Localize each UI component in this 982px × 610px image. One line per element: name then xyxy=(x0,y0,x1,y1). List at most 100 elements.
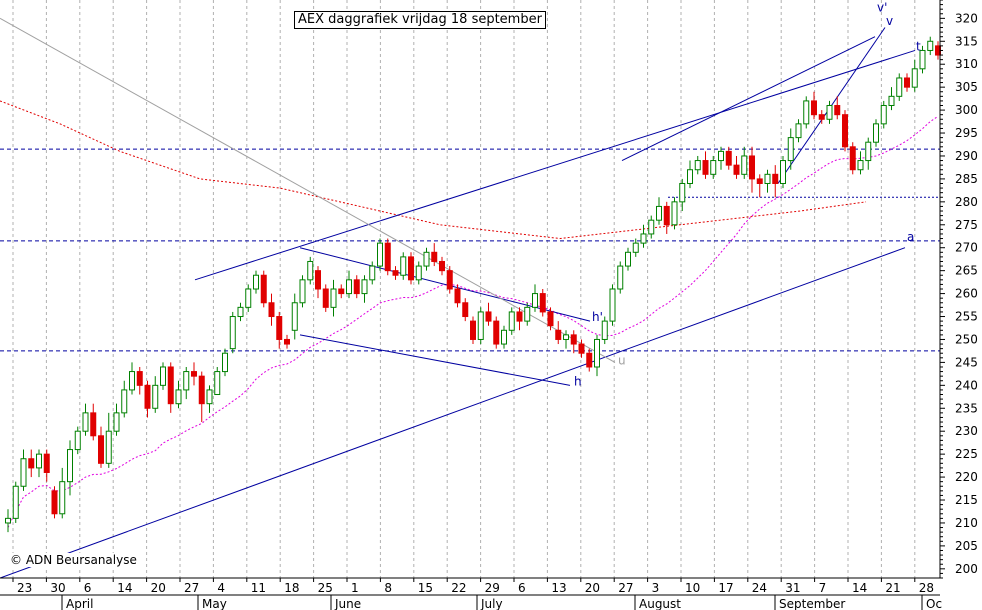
candle-body xyxy=(857,160,864,171)
candle-body xyxy=(408,256,414,281)
x-tick-label: 22 xyxy=(451,581,466,595)
candle-up xyxy=(710,155,717,179)
channel-line-h xyxy=(299,334,571,386)
candle-body xyxy=(725,150,732,166)
candle-body xyxy=(795,123,802,139)
candle-up xyxy=(524,302,531,326)
candle-body xyxy=(454,288,461,304)
candle-up xyxy=(369,261,376,285)
candle-body xyxy=(570,334,577,345)
candle-down xyxy=(849,142,856,175)
candle-body xyxy=(896,77,903,97)
candle-up xyxy=(214,366,221,396)
candle-down xyxy=(144,380,151,418)
candle-down xyxy=(322,284,329,312)
trend-lines xyxy=(0,17,916,579)
candle-body xyxy=(439,260,445,272)
candle-down xyxy=(578,339,585,358)
candle-up xyxy=(129,362,135,395)
x-tick-label: 30 xyxy=(50,581,65,595)
candle-body xyxy=(315,270,321,290)
candle-body xyxy=(563,334,569,340)
candle-up xyxy=(206,385,213,413)
candle-up xyxy=(919,45,926,74)
candle-body xyxy=(911,68,918,88)
candle-body xyxy=(842,114,848,148)
candle-up xyxy=(152,376,159,413)
candle-up xyxy=(888,87,895,111)
candle-up xyxy=(113,403,120,436)
x-tick-label: 13 xyxy=(551,581,566,595)
candle-up xyxy=(291,293,298,340)
candle-up xyxy=(795,119,802,143)
candle-up xyxy=(787,128,794,170)
candle-up xyxy=(36,449,42,478)
y-tick-label: 300 xyxy=(955,103,978,117)
candle-down xyxy=(702,151,709,179)
candle-up xyxy=(175,380,182,409)
y-tick-label: 205 xyxy=(955,539,978,553)
candle-up xyxy=(532,284,538,312)
candle-body xyxy=(299,279,306,304)
candle-up xyxy=(632,238,639,257)
candle-body xyxy=(609,288,616,322)
candle-body xyxy=(361,279,368,295)
candle-body xyxy=(601,320,608,340)
candle-body xyxy=(12,485,19,519)
candle-down xyxy=(98,426,104,468)
candle-body xyxy=(710,160,717,175)
x-tick-label: 18 xyxy=(284,581,299,595)
candle-up xyxy=(857,151,864,175)
y-tick-label: 280 xyxy=(955,195,978,209)
candle-body xyxy=(105,430,112,464)
candle-up xyxy=(601,316,608,345)
y-tick-label: 215 xyxy=(955,493,978,507)
candle-body xyxy=(136,371,143,386)
x-tick-label: 28 xyxy=(919,581,934,595)
line-label: v xyxy=(886,14,893,28)
y-tick-label: 315 xyxy=(955,34,978,48)
candle-up xyxy=(330,279,337,317)
candle-body xyxy=(811,100,817,116)
candle-up xyxy=(671,197,678,230)
y-tick-label: 235 xyxy=(955,401,978,415)
candle-up xyxy=(377,238,383,271)
y-tick-label: 305 xyxy=(955,80,978,94)
candle-up xyxy=(865,137,872,170)
candle-body xyxy=(191,371,197,377)
candle-up xyxy=(826,100,833,124)
candle-body xyxy=(702,160,709,175)
candle-up xyxy=(20,449,27,491)
candle-body xyxy=(772,173,779,184)
chart-title: AEX daggrafiek vrijdag 18 september xyxy=(294,11,546,29)
candle-body xyxy=(904,77,910,88)
candle-up xyxy=(609,284,616,326)
candle-body xyxy=(206,389,213,405)
candle-up xyxy=(508,307,515,335)
candle-up xyxy=(59,467,66,519)
candle-up xyxy=(105,412,112,468)
candle-body xyxy=(927,40,934,51)
x-tick-label: 14 xyxy=(852,581,867,595)
x-tick-label: 6 xyxy=(518,581,526,595)
candle-up xyxy=(160,362,166,390)
y-tick-label: 220 xyxy=(955,470,978,484)
x-tick-label: 27 xyxy=(184,581,199,595)
candle-down xyxy=(547,307,554,331)
candle-down xyxy=(842,110,848,152)
y-tick-label: 290 xyxy=(955,149,978,163)
candle-body xyxy=(338,288,345,295)
candle-up xyxy=(253,270,259,294)
candle-body xyxy=(539,293,546,313)
candle-body xyxy=(28,458,35,469)
candle-down xyxy=(904,73,910,92)
candle-down xyxy=(446,266,453,294)
month-label: August xyxy=(639,597,681,610)
candle-body xyxy=(268,302,275,318)
candle-body xyxy=(733,164,740,175)
candle-up xyxy=(694,155,701,175)
candle-down xyxy=(353,275,360,299)
horizontal-levels xyxy=(0,148,940,352)
candle-body xyxy=(198,375,205,405)
